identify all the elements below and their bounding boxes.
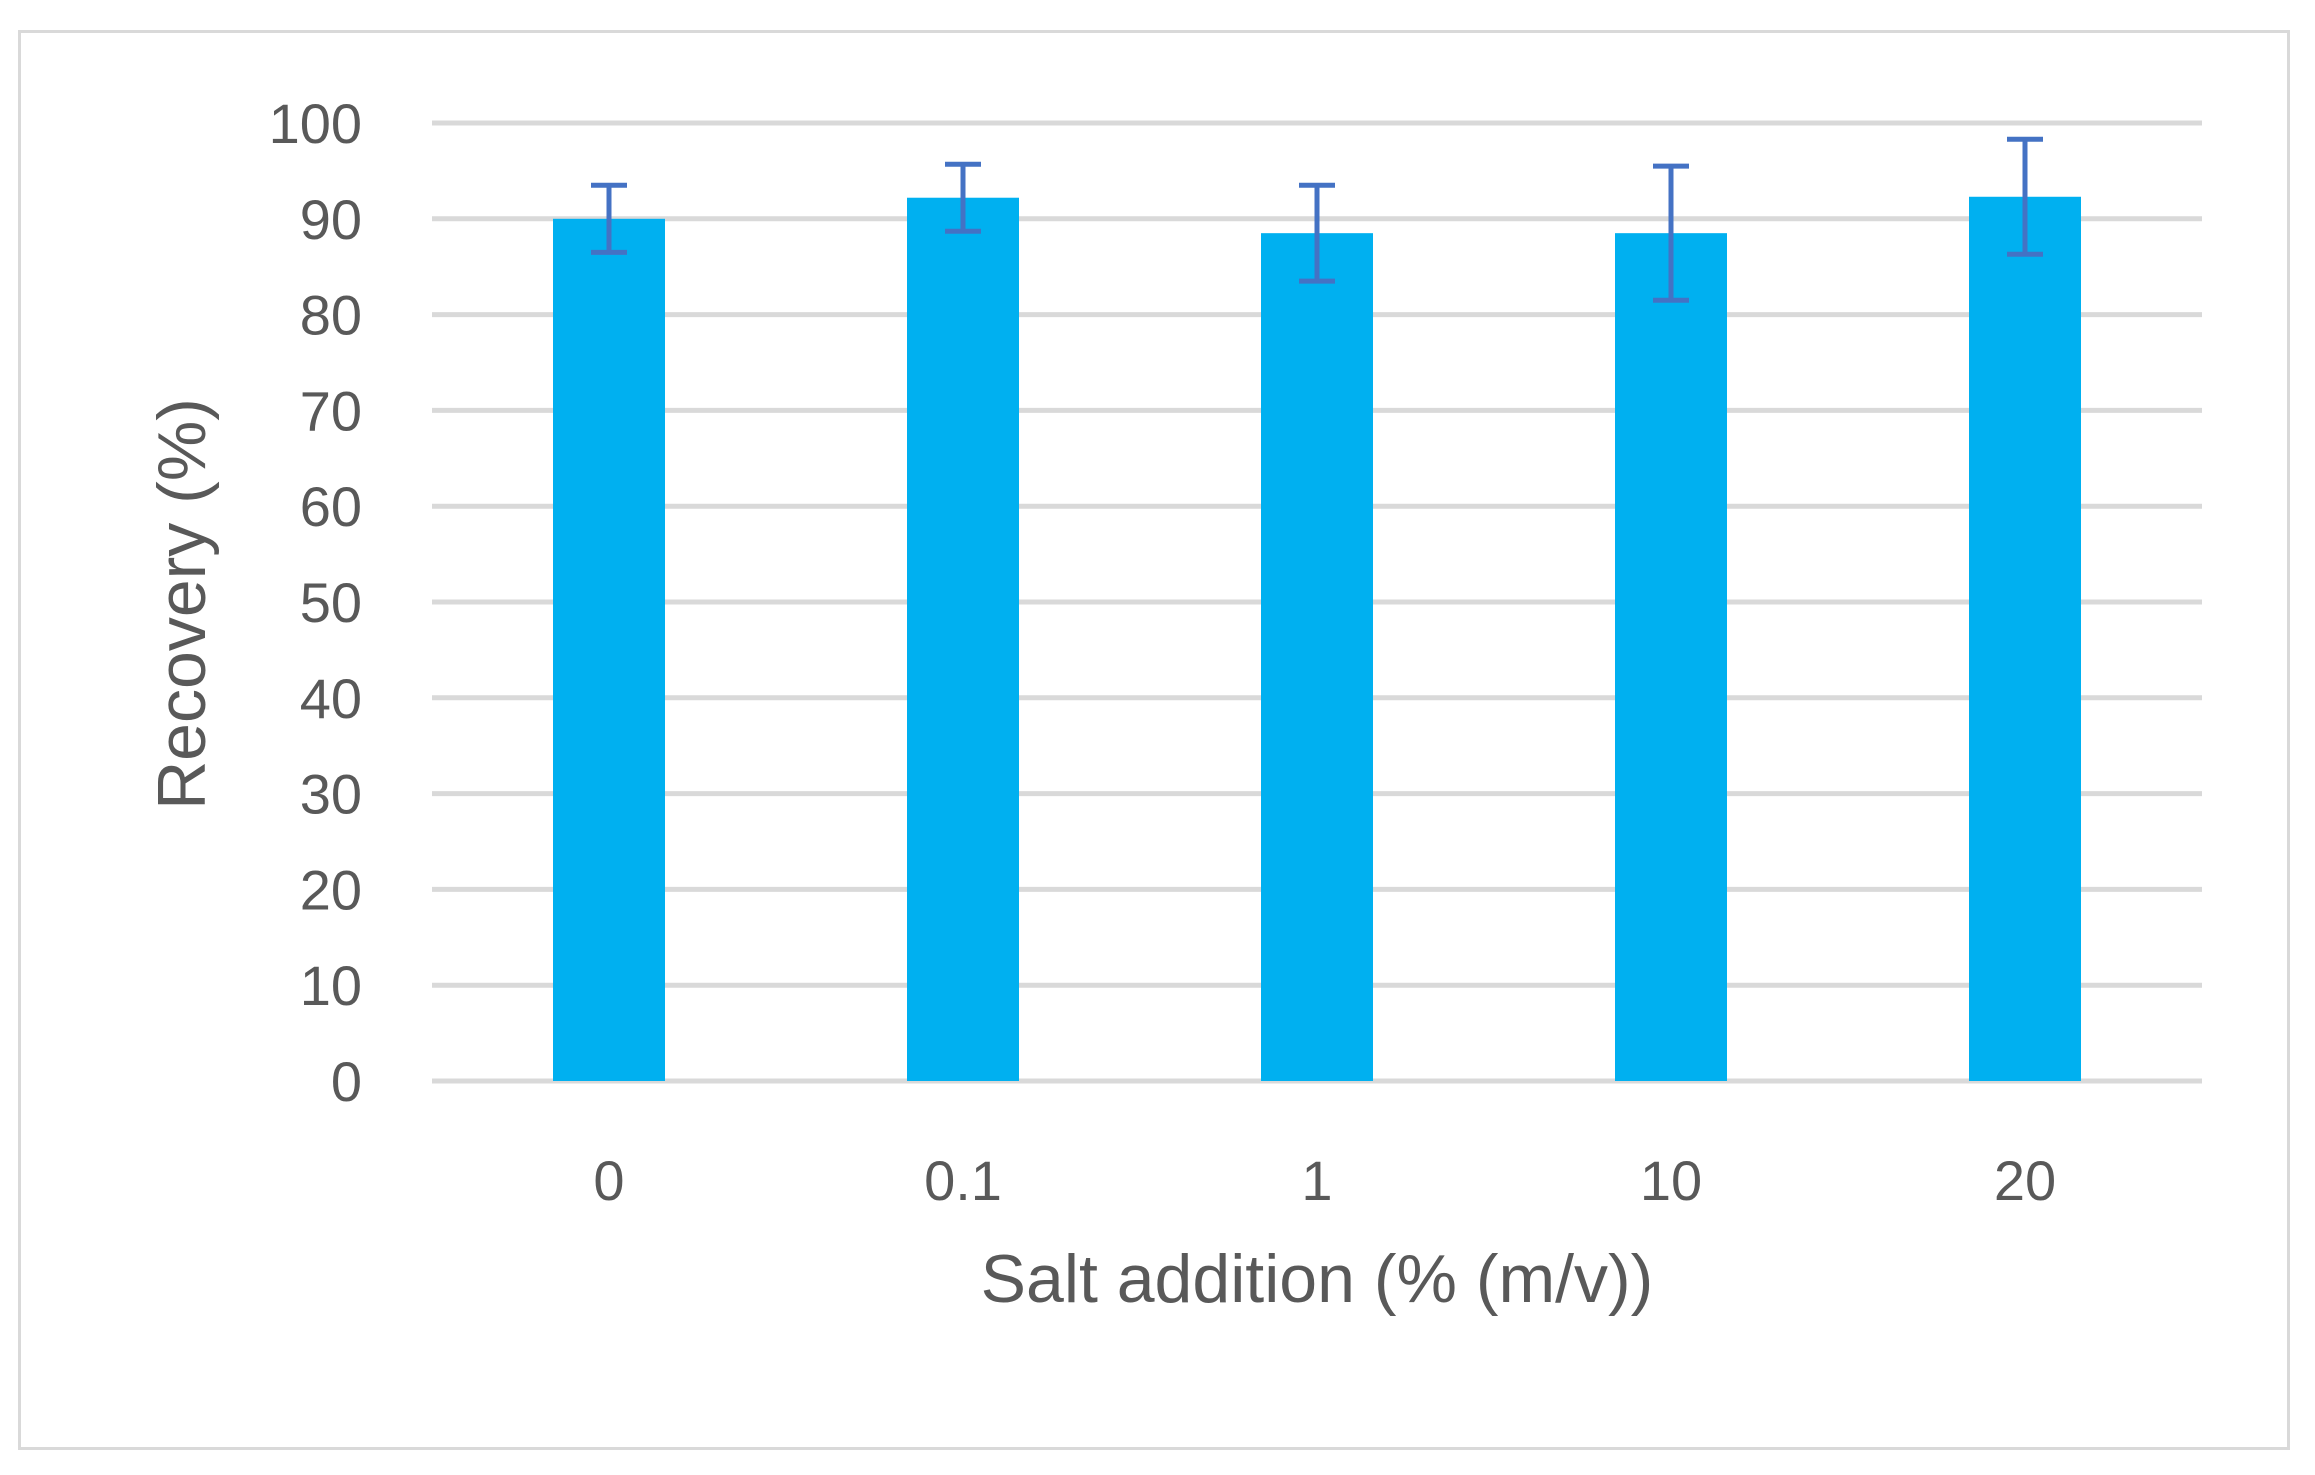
error-bars — [591, 136, 2043, 303]
bar-0 — [553, 218, 665, 1082]
y-tick-label-80: 80 — [300, 284, 362, 347]
bar-20 — [1969, 196, 2081, 1082]
y-tick-label-50: 50 — [300, 571, 362, 634]
y-tick-label-20: 20 — [300, 858, 362, 921]
y-tick-label-40: 40 — [300, 667, 362, 730]
x-tick-label-10: 10 — [1640, 1149, 1702, 1212]
error-bar-20 — [2007, 136, 2043, 257]
y-tick-label-0: 0 — [331, 1050, 362, 1113]
error-bar-0.1 — [945, 161, 981, 234]
x-tick-label-0: 0 — [593, 1149, 624, 1212]
y-tick-label-30: 30 — [300, 763, 362, 826]
bars — [553, 196, 2081, 1082]
y-axis-title: Recovery (%) — [144, 398, 220, 810]
y-tick-labels: 0 10 20 30 40 50 60 70 80 90 100 — [269, 92, 362, 1113]
y-tick-label-90: 90 — [300, 188, 362, 251]
bar-0.1 — [907, 197, 1019, 1081]
x-axis-title: Salt addition (% (m/v)) — [981, 1241, 1654, 1317]
error-bar-1 — [1299, 182, 1335, 284]
chart-frame — [18, 30, 2290, 1450]
bar-1 — [1261, 233, 1373, 1082]
x-tick-label-1: 1 — [1301, 1149, 1332, 1212]
y-tick-label-60: 60 — [300, 475, 362, 538]
x-tick-label-20: 20 — [1994, 1149, 2056, 1212]
error-bar-10 — [1653, 163, 1689, 303]
x-tick-label-0.1: 0.1 — [924, 1149, 1002, 1212]
y-tick-label-100: 100 — [269, 92, 362, 155]
y-tick-label-10: 10 — [300, 954, 362, 1017]
bar-10 — [1615, 233, 1727, 1082]
y-tick-label-70: 70 — [300, 379, 362, 442]
error-bar-0 — [591, 182, 627, 255]
x-tick-labels: 0 0.1 1 10 20 — [593, 1149, 2056, 1212]
